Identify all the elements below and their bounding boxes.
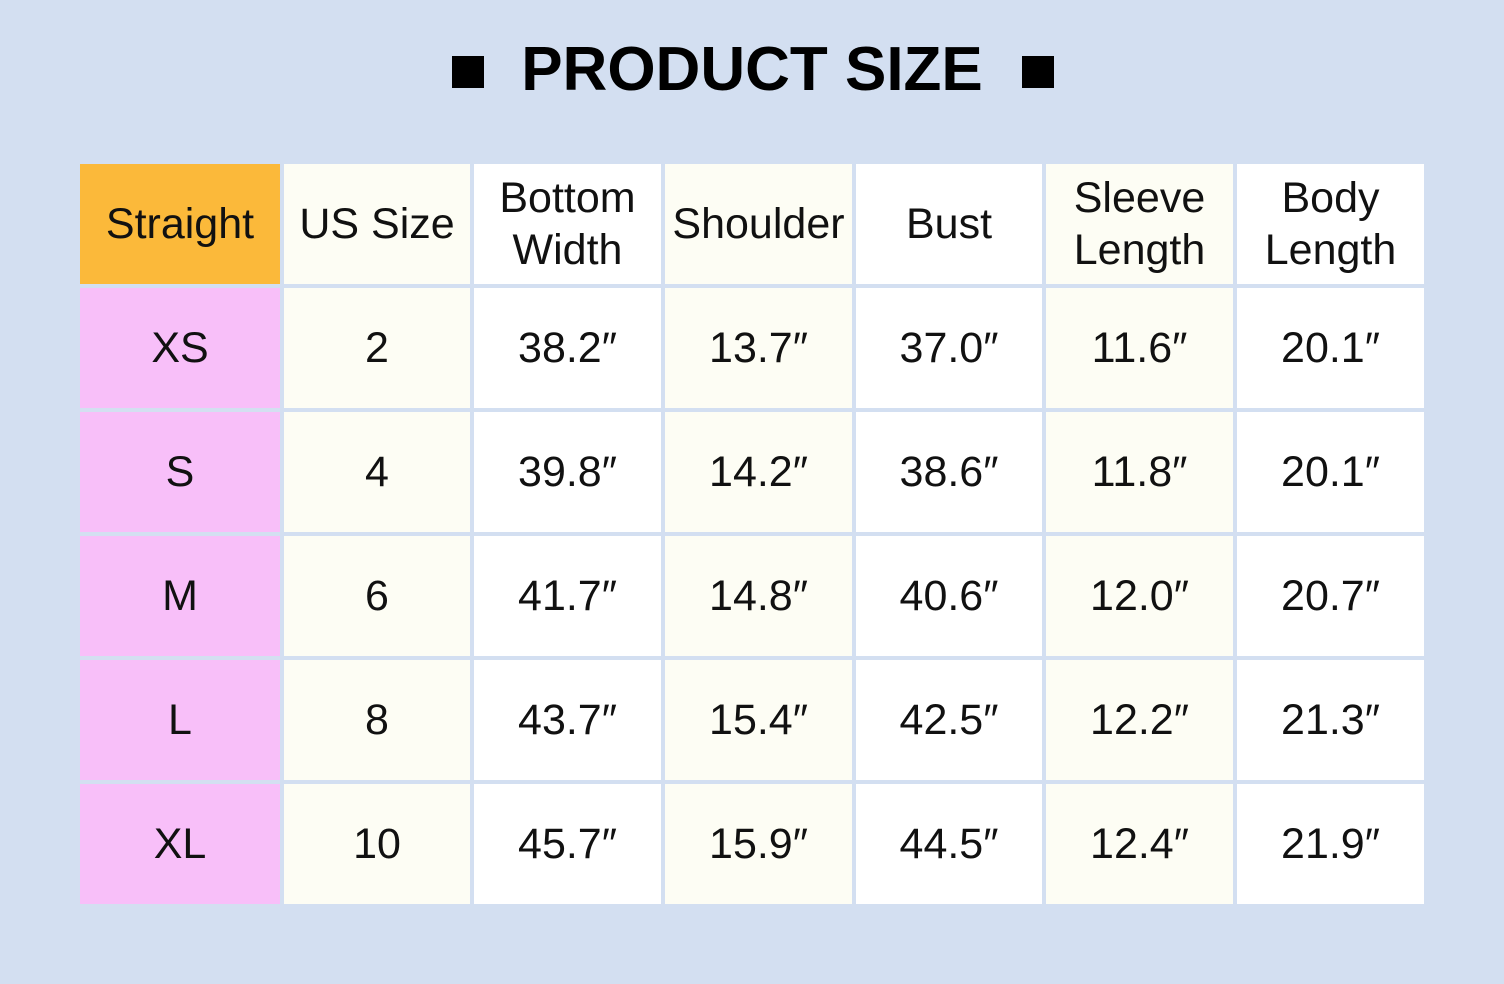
table-cell: 12.0″ (1046, 536, 1233, 656)
row-header: XL (80, 784, 280, 904)
column-header: Bust (856, 164, 1042, 284)
table-cell: 42.5″ (856, 660, 1042, 780)
column-header: US Size (284, 164, 470, 284)
title: PRODUCT SIZE (521, 35, 983, 104)
table-cell: 4 (284, 412, 470, 532)
table-cell: 21.9″ (1237, 784, 1424, 904)
table-cell: 11.8″ (1046, 412, 1233, 532)
column-header: Straight (80, 164, 280, 284)
table-cell: 41.7″ (474, 536, 661, 656)
table-cell: 12.4″ (1046, 784, 1233, 904)
table-cell: 8 (284, 660, 470, 780)
row-header: XS (80, 288, 280, 408)
row-header: L (80, 660, 280, 780)
table-cell: 14.8″ (665, 536, 852, 656)
table-cell: 15.9″ (665, 784, 852, 904)
title-bullet (1022, 56, 1054, 88)
table-cell: 37.0″ (856, 288, 1042, 408)
row-header: S (80, 412, 280, 532)
table-cell: 20.7″ (1237, 536, 1424, 656)
table-cell: 45.7″ (474, 784, 661, 904)
table-cell: 20.1″ (1237, 288, 1424, 408)
table-cell: 38.2″ (474, 288, 661, 408)
table-cell: 13.7″ (665, 288, 852, 408)
table-cell: 43.7″ (474, 660, 661, 780)
table-cell: 6 (284, 536, 470, 656)
table-cell: 11.6″ (1046, 288, 1233, 408)
row-header: M (80, 536, 280, 656)
column-header: Sleeve Length (1046, 164, 1233, 284)
table-cell: 21.3″ (1237, 660, 1424, 780)
column-header: Body Length (1237, 164, 1424, 284)
column-header: Bottom Width (474, 164, 661, 284)
title-bullet (452, 56, 484, 88)
table-cell: 39.8″ (474, 412, 661, 532)
column-header: Shoulder (665, 164, 852, 284)
table-cell: 20.1″ (1237, 412, 1424, 532)
table-cell: 10 (284, 784, 470, 904)
table-cell: 15.4″ (665, 660, 852, 780)
table-cell: 2 (284, 288, 470, 408)
table-cell: 44.5″ (856, 784, 1042, 904)
table-cell: 38.6″ (856, 412, 1042, 532)
size-table: Straight US Size Bottom Width Shoulder Bust S… (80, 164, 1424, 904)
table-cell: 12.2″ (1046, 660, 1233, 780)
table-cell: 40.6″ (856, 536, 1042, 656)
table-cell: 14.2″ (665, 412, 852, 532)
